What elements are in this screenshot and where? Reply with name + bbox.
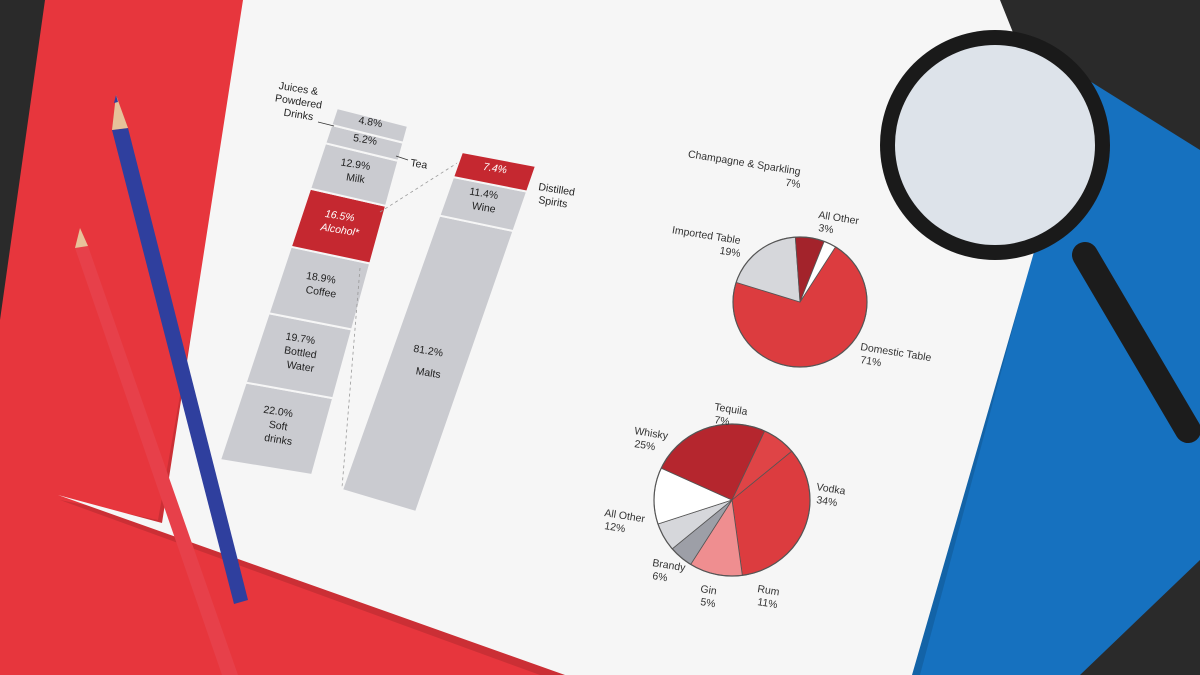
segment-label-coffee: Coffee: [305, 284, 337, 301]
tea-leader-line: [395, 155, 409, 161]
value-label-milk: 12.9%: [340, 156, 371, 173]
value-label-bottled-water: 19.7%: [285, 331, 316, 348]
segment-label-malts: Malts: [415, 365, 442, 381]
segment-label-bottled-water: Bottled: [283, 344, 317, 361]
value-label-distilled-spirits: 7.4%: [482, 161, 508, 177]
connector-top: [379, 159, 463, 213]
pie-outline: [732, 236, 868, 368]
value-label-malts: 81.2%: [413, 343, 444, 360]
callout-juices-line: Drinks: [283, 107, 314, 124]
value-label-soft-drinks: 22.0%: [263, 404, 294, 421]
pie-label-rum: Rum: [757, 583, 781, 598]
bar-segment-distilled-spirits: [451, 150, 538, 193]
red-pencil: [75, 228, 238, 675]
pie-value-tequila: 7%: [714, 414, 731, 428]
pie-value-all-other: 3%: [818, 222, 835, 236]
callout-tea: Tea: [410, 157, 429, 172]
connector-bottom: [341, 267, 361, 489]
segment-label-soft-drinks: drinks: [263, 432, 293, 448]
pie-value-vodka: 34%: [816, 494, 839, 509]
bar-segment-juices-powdered-drinks: [330, 106, 410, 144]
white-paper: [58, 0, 1062, 675]
pie-label-tequila: Tequila: [714, 401, 749, 418]
pie-value-gin: 5%: [700, 596, 717, 610]
value-label-alcohol: 16.5%: [324, 208, 355, 225]
pie-label-brandy: Brandy: [652, 557, 687, 574]
segment-label-wine: Wine: [471, 200, 497, 216]
juices-leader-line: [317, 121, 335, 127]
pie-label-vodka: Vodka: [816, 481, 847, 497]
value-label-wine: 11.4%: [468, 186, 499, 202]
segment-label-milk: Milk: [345, 171, 366, 186]
segment-label-bottled-water: Water: [286, 359, 316, 375]
pie-value-domestic-table: 71%: [860, 354, 883, 369]
pie-label-whisky: Whisky: [634, 425, 670, 442]
pie-outline: [653, 423, 811, 577]
pie-value-all-other: 12%: [604, 520, 627, 535]
segment-label-soft-drinks: Soft: [268, 419, 288, 434]
value-label-coffee: 18.9%: [305, 270, 336, 287]
magnifying-glass: [880, 30, 1200, 443]
callout-distilled-spirits-line: Distilled: [538, 181, 576, 199]
blue-pencil: [112, 95, 248, 604]
value-label-tea: 5.2%: [352, 132, 378, 148]
pie-value-imported-table: 19%: [719, 245, 742, 260]
pie-value-champagne-sparkling: 7%: [785, 177, 802, 191]
pie-label-gin: Gin: [700, 583, 718, 597]
pie-value-whisky: 25%: [634, 438, 657, 453]
pie-value-rum: 11%: [757, 596, 779, 611]
pie-value-brandy: 6%: [652, 570, 669, 584]
value-label-juices-powdered-drinks: 4.8%: [358, 115, 384, 131]
callout-distilled-spirits-line: Spirits: [538, 194, 569, 210]
